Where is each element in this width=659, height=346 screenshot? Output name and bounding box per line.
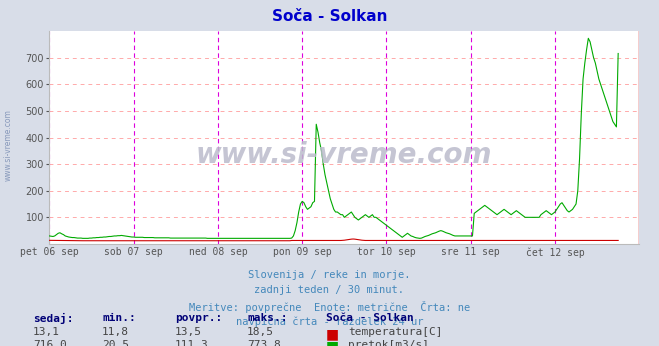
Text: 111,3: 111,3 (175, 340, 208, 346)
Text: 20,5: 20,5 (102, 340, 129, 346)
Text: 11,8: 11,8 (102, 327, 129, 337)
Text: povpr.:: povpr.: (175, 313, 222, 323)
Text: zadnji teden / 30 minut.: zadnji teden / 30 minut. (254, 285, 405, 295)
Text: Soča - Solkan: Soča - Solkan (326, 313, 414, 323)
Text: www.si-vreme.com: www.si-vreme.com (196, 140, 492, 169)
Text: navpična črta - razdelek 24 ur: navpična črta - razdelek 24 ur (236, 317, 423, 327)
Text: 13,1: 13,1 (33, 327, 60, 337)
Text: čet 12 sep: čet 12 sep (526, 247, 585, 258)
Text: ■: ■ (326, 327, 339, 341)
Text: 13,5: 13,5 (175, 327, 202, 337)
Text: sedaj:: sedaj: (33, 313, 73, 324)
Text: 716,0: 716,0 (33, 340, 67, 346)
Text: ned 08 sep: ned 08 sep (188, 247, 247, 257)
Text: tor 10 sep: tor 10 sep (357, 247, 416, 257)
Text: pet 06 sep: pet 06 sep (20, 247, 79, 257)
Text: Slovenija / reke in morje.: Slovenija / reke in morje. (248, 270, 411, 280)
Text: Meritve: povprečne  Enote: metrične  Črta: ne: Meritve: povprečne Enote: metrične Črta:… (189, 301, 470, 313)
Text: temperatura[C]: temperatura[C] (348, 327, 442, 337)
Text: ■: ■ (326, 340, 339, 346)
Text: www.si-vreme.com: www.si-vreme.com (4, 109, 13, 181)
Text: maks.:: maks.: (247, 313, 287, 323)
Text: pretok[m3/s]: pretok[m3/s] (348, 340, 429, 346)
Text: sob 07 sep: sob 07 sep (104, 247, 163, 257)
Text: sre 11 sep: sre 11 sep (442, 247, 500, 257)
Text: pon 09 sep: pon 09 sep (273, 247, 331, 257)
Text: min.:: min.: (102, 313, 136, 323)
Text: 18,5: 18,5 (247, 327, 274, 337)
Text: 773,8: 773,8 (247, 340, 281, 346)
Text: Soča - Solkan: Soča - Solkan (272, 9, 387, 24)
